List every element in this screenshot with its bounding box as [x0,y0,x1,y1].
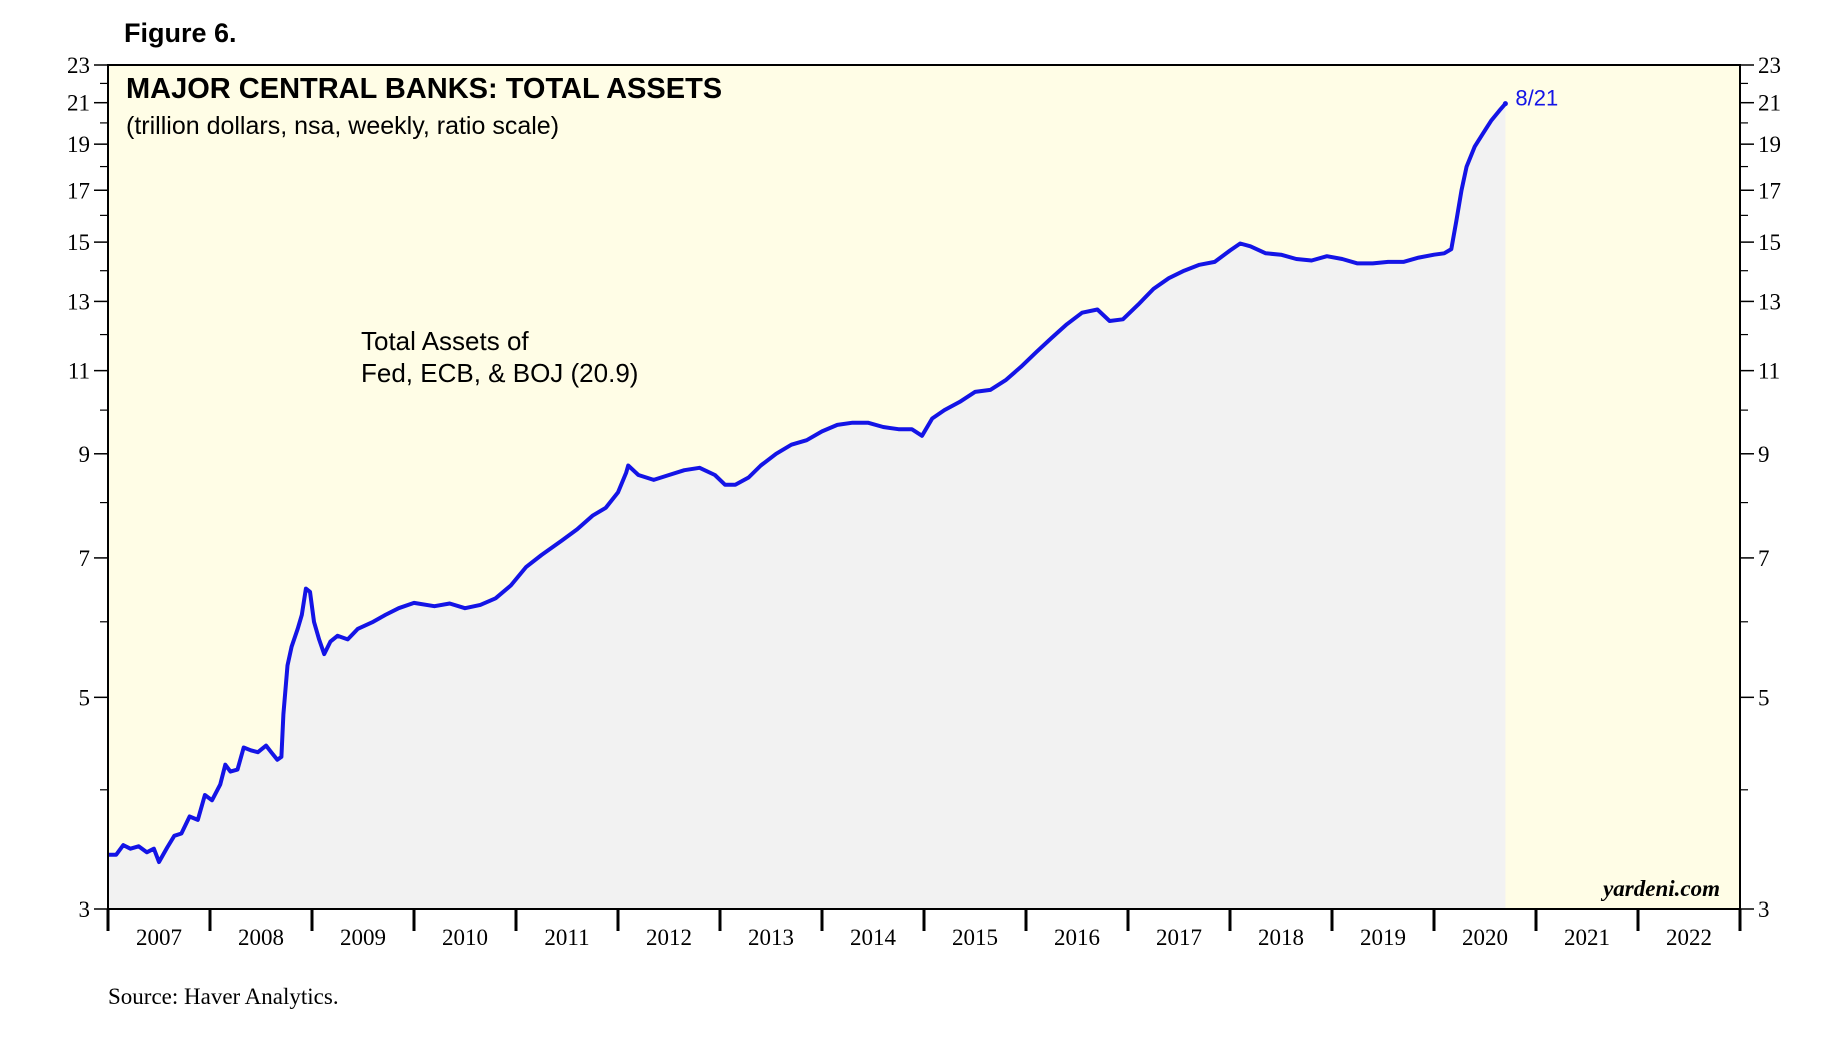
y-tick-label-right: 19 [1758,132,1781,157]
y-tick-label-left: 23 [67,53,90,78]
x-tick-label: 2011 [544,925,589,950]
source-note: Source: Haver Analytics. [108,984,339,1009]
y-tick-label-left: 15 [67,230,90,255]
x-tick-label: 2008 [238,925,284,950]
y-tick-label-left: 17 [67,178,90,203]
y-tick-label-left: 5 [79,685,91,710]
y-tick-label-left: 13 [67,289,90,314]
y-tick-label-left: 11 [68,359,90,384]
y-tick-label-right: 9 [1758,442,1770,467]
x-tick-label: 2018 [1258,925,1304,950]
y-tick-label-right: 5 [1758,685,1770,710]
y-tick-label-right: 13 [1758,289,1781,314]
y-tick-label-right: 15 [1758,230,1781,255]
y-tick-label-right: 17 [1758,178,1781,203]
x-tick-label: 2007 [136,925,182,950]
x-tick-label: 2012 [646,925,692,950]
y-tick-label-right: 21 [1758,91,1781,116]
x-tick-label: 2013 [748,925,794,950]
x-tick-label: 2014 [850,925,897,950]
figure-label: Figure 6. [124,18,237,48]
x-tick-label: 2021 [1564,925,1610,950]
y-tick-label-right: 11 [1758,359,1780,384]
y-tick-label-left: 3 [79,897,91,922]
y-tick-label-left: 9 [79,442,91,467]
series-area-fill [108,103,1506,909]
chart-title: MAJOR CENTRAL BANKS: TOTAL ASSETS [126,73,722,105]
series-label-line2: Fed, ECB, & BOJ (20.9) [361,358,638,388]
y-tick-label-left: 21 [67,91,90,116]
x-tick-label: 2019 [1360,925,1406,950]
series-line [108,102,1507,864]
x-tick-label: 2015 [952,925,998,950]
series-label-line1: Total Assets of [361,326,529,356]
y-tick-label-right: 23 [1758,53,1781,78]
y-tick-label-right: 3 [1758,897,1770,922]
x-tick-label: 2017 [1156,925,1202,950]
x-axis: 2007 2008 2009 2010 2011 2012 2013 2014 2015 2016… [106,909,1742,950]
y-tick-label-right: 7 [1758,546,1770,571]
x-tick-label: 2010 [442,925,488,950]
x-tick-label: 2016 [1054,925,1100,950]
series-end-marker [1502,101,1508,107]
y-tick-label-left: 7 [79,546,91,571]
chart-subtitle: (trillion dollars, nsa, weekly, ratio sc… [126,112,559,140]
y-tick-label-left: 19 [67,132,90,157]
x-tick-label: 2022 [1666,925,1712,950]
series-end-label: 8/21 [1515,86,1558,111]
y-axes: 3 3 5 5 7 7 9 9 11 11 13 13 15 15 17 17 19 19 21 21 23 23 [67,53,1781,922]
watermark: yardeni.com [1600,876,1720,901]
x-tick-label: 2020 [1462,925,1508,950]
x-tick-label: 2009 [340,925,386,950]
